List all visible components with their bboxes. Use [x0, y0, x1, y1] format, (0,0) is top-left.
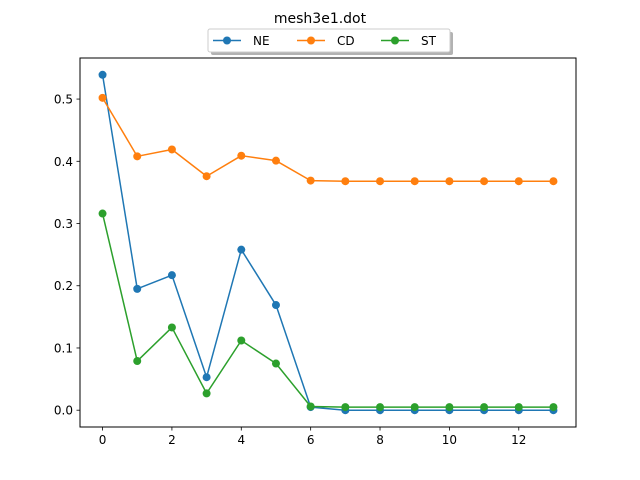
- data-point: [514, 177, 523, 186]
- y-axis: 0.0 0.1 0.2 0.3 0.4 0.5: [54, 93, 80, 418]
- x-axis: 0 2 4 6 8 10 12: [99, 427, 526, 447]
- x-tick-label: 2: [168, 433, 176, 447]
- data-point: [376, 403, 385, 412]
- data-point: [410, 177, 419, 186]
- data-point: [410, 403, 419, 412]
- legend-label: ST: [421, 34, 437, 48]
- data-point: [167, 271, 176, 280]
- data-point: [237, 245, 246, 254]
- data-point: [202, 172, 211, 181]
- series-line-cd: [101, 97, 554, 182]
- legend-label: NE: [253, 34, 270, 48]
- legend-box: [207, 28, 451, 53]
- plot-frame: [79, 57, 577, 428]
- x-tick-label: 4: [237, 433, 245, 447]
- legend-entry-ne: NE: [213, 34, 270, 48]
- data-point: [445, 177, 454, 186]
- legend-entry-st: ST: [381, 34, 437, 48]
- data-point: [133, 284, 142, 293]
- legend-swatch-marker: [391, 36, 399, 45]
- data-point: [237, 151, 246, 160]
- data-point: [98, 93, 107, 102]
- data-point: [306, 402, 315, 411]
- data-point: [237, 336, 246, 345]
- data-point: [98, 70, 107, 79]
- x-tick-label: 6: [307, 433, 315, 447]
- data-point: [202, 373, 211, 382]
- data-point: [133, 152, 142, 161]
- data-point: [271, 301, 280, 310]
- data-point: [271, 359, 280, 368]
- x-tick-label: 0: [99, 433, 107, 447]
- data-point: [549, 403, 558, 412]
- y-tick-label: 0.4: [54, 155, 73, 169]
- y-tick-label: 0.5: [54, 93, 73, 107]
- data-point: [514, 403, 523, 412]
- series-cd: [98, 93, 558, 186]
- data-point: [480, 403, 489, 412]
- series-line-ne: [101, 74, 554, 411]
- data-point: [167, 323, 176, 332]
- series-ne: [98, 70, 558, 415]
- data-point: [480, 177, 489, 186]
- y-tick-label: 0.3: [54, 217, 73, 231]
- data-point: [549, 177, 558, 186]
- chart-title: mesh3e1.dot: [274, 11, 367, 27]
- legend-swatch-marker: [223, 36, 231, 45]
- x-tick-label: 8: [376, 433, 384, 447]
- legend-label: CD: [337, 34, 355, 48]
- x-tick-label: 10: [442, 433, 457, 447]
- series-layer: [98, 70, 558, 415]
- data-point: [341, 177, 350, 186]
- data-point: [376, 177, 385, 186]
- data-point: [445, 403, 454, 412]
- legend: NE CD ST: [207, 28, 453, 55]
- data-point: [271, 156, 280, 165]
- y-tick-label: 0.0: [54, 404, 73, 418]
- legend-swatch-marker: [307, 36, 315, 45]
- data-point: [98, 209, 107, 218]
- data-point: [167, 145, 176, 154]
- data-point: [306, 176, 315, 185]
- data-point: [202, 389, 211, 398]
- y-tick-label: 0.2: [54, 279, 73, 293]
- series-st: [98, 209, 558, 412]
- series-line-st: [101, 213, 554, 408]
- data-point: [133, 357, 142, 366]
- legend-entry-cd: CD: [297, 34, 355, 48]
- data-point: [341, 403, 350, 412]
- y-tick-label: 0.1: [54, 341, 73, 355]
- x-tick-label: 12: [511, 433, 526, 447]
